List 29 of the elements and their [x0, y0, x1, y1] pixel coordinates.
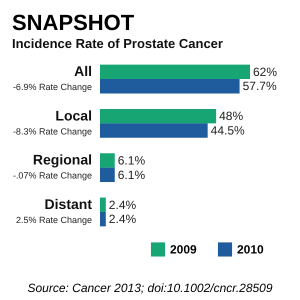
chart-title: SNAPSHOT — [12, 10, 135, 35]
data-label: 6.1% — [118, 168, 146, 182]
data-label: 48% — [219, 109, 244, 124]
data-label: 2.4% — [108, 212, 136, 226]
bar — [100, 108, 216, 124]
bar — [100, 153, 115, 168]
legend-label: 2010 — [237, 242, 264, 256]
data-label: 44.5% — [210, 124, 246, 138]
bar — [100, 79, 240, 94]
text: -.07% Rate Change — [12, 170, 92, 181]
bar — [100, 123, 208, 138]
bar — [100, 168, 115, 182]
bar — [100, 198, 106, 212]
text: -6.9% Rate Change — [12, 82, 92, 92]
y-tick-label: All — [74, 63, 92, 80]
y-tick-label: Regional — [32, 152, 92, 168]
source-note: Source: Cancer 2013; doi:10.1002/cncr.28509 — [26, 281, 274, 295]
data-label: 62% — [253, 64, 278, 79]
data-label: 57.7% — [242, 79, 277, 94]
bar — [100, 64, 250, 80]
data-label: 2.4% — [108, 198, 136, 212]
bar — [100, 212, 106, 226]
y-tick-label: Local — [55, 107, 92, 124]
y-tick-label: Distant — [44, 196, 92, 212]
text: 2.5% Rate Change — [16, 214, 92, 225]
chart-subtitle: Incidence Rate of Prostate Cancer — [12, 36, 223, 51]
legend-label: 2009 — [170, 242, 198, 256]
text: -8.3% Rate Change — [12, 126, 92, 136]
data-label: 6.1% — [118, 153, 146, 168]
